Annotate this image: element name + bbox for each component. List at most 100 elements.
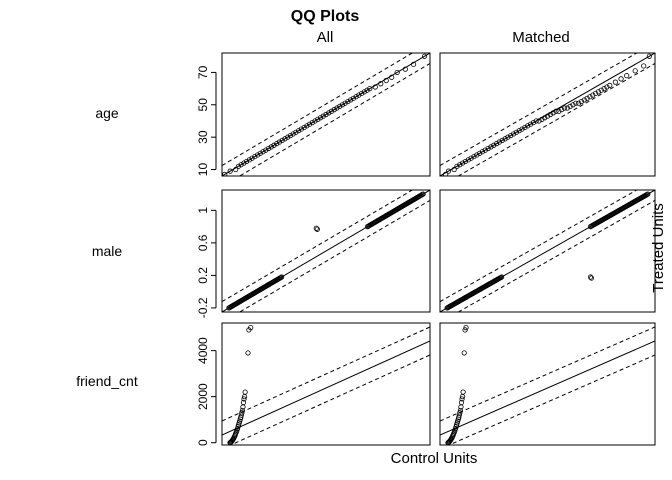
panel-male-all	[221, 189, 431, 313]
column-label-all: All	[317, 29, 334, 46]
qq-point	[296, 128, 302, 134]
upper-band-line	[222, 326, 430, 422]
qq-point	[479, 149, 486, 155]
qq-point	[246, 157, 252, 163]
qq-point	[556, 108, 562, 114]
qq-point	[461, 350, 467, 356]
qq-point	[519, 126, 525, 132]
y-tick-label-male: 0.2	[196, 267, 210, 284]
qq-point	[290, 131, 296, 137]
lower-band-line	[447, 354, 655, 445]
qq-point	[279, 137, 285, 143]
qq-point	[567, 103, 573, 110]
qq-point	[238, 162, 244, 168]
lower-band-line	[229, 354, 430, 445]
qq-point	[458, 399, 465, 406]
qq-point	[533, 118, 539, 124]
panel-friend_cnt-matched	[439, 322, 656, 446]
qq-point	[301, 124, 307, 131]
qq-point	[587, 94, 593, 100]
qq-point	[276, 139, 283, 145]
y-tick-label-age: 50	[196, 98, 210, 112]
qq-point	[525, 123, 531, 129]
qq-point	[367, 86, 373, 92]
qq-point	[632, 68, 638, 74]
qq-point	[536, 118, 542, 124]
qq-point	[420, 191, 426, 197]
qq-point	[252, 153, 258, 160]
panel-male-matched	[439, 189, 656, 313]
qq-point	[513, 129, 519, 135]
qq-point	[222, 171, 228, 176]
qq-point	[244, 158, 250, 165]
reference-lines	[440, 326, 655, 445]
qq-point	[460, 389, 466, 395]
y-tick-label-friend_cnt: 4000	[196, 337, 210, 364]
upper-band-line	[222, 53, 414, 166]
y-tick-label-male: 0.6	[196, 234, 210, 251]
qq-point	[456, 414, 462, 420]
qq-point	[358, 90, 365, 97]
qq-point	[502, 136, 508, 142]
x-axis-label: Control Units	[391, 450, 478, 467]
qq-point	[257, 150, 263, 156]
qq-point	[465, 157, 471, 163]
qq-point	[547, 111, 553, 118]
qq-point	[530, 119, 536, 126]
panel-age-matched	[439, 52, 656, 177]
qq-point	[361, 89, 367, 95]
qq-point	[394, 69, 400, 76]
qq-point	[383, 77, 389, 84]
qq-point	[601, 86, 607, 92]
panel-frame	[439, 322, 656, 446]
y-tick-label-male: -0.2	[196, 297, 210, 318]
qq-point	[443, 171, 449, 176]
panel-friend_cnt-all	[221, 322, 431, 446]
qq-point	[410, 61, 417, 67]
qq-point	[313, 225, 319, 231]
qq-point	[477, 150, 483, 156]
qq-point	[227, 168, 233, 174]
reference-lines	[440, 53, 655, 176]
qq-point	[456, 412, 462, 418]
qq-point	[345, 98, 351, 105]
panel-frame	[439, 52, 656, 177]
qq-point	[242, 389, 248, 395]
qq-point	[510, 131, 517, 137]
qq-point	[260, 149, 266, 155]
qq-point	[592, 90, 599, 97]
qq-point	[350, 95, 356, 101]
qq-point	[421, 53, 428, 59]
qq-point	[578, 98, 585, 105]
points	[443, 53, 652, 176]
qq-point	[312, 118, 318, 124]
qq-point	[587, 274, 594, 280]
identity-line	[222, 340, 430, 436]
qq-point	[356, 92, 362, 98]
reference-lines	[222, 326, 430, 445]
qq-point	[342, 100, 348, 106]
qq-point	[326, 110, 332, 116]
qq-point	[320, 113, 326, 119]
qq-point	[493, 141, 500, 147]
qq-point	[499, 137, 505, 143]
qq-point	[624, 73, 630, 79]
qq-point	[573, 100, 579, 106]
qq-point	[516, 128, 522, 134]
lower-band-line	[238, 63, 430, 176]
qq-point	[499, 274, 505, 280]
qq-point	[323, 111, 329, 118]
qq-point	[584, 95, 590, 101]
qq-point	[522, 124, 528, 131]
column-label-matched: Matched	[512, 29, 570, 46]
qq-point	[348, 97, 354, 103]
lower-band-line	[457, 199, 655, 312]
qq-point	[293, 129, 299, 135]
qq-point	[646, 53, 652, 59]
qq-point	[315, 116, 321, 122]
qq-point	[474, 152, 480, 158]
qq-point	[468, 155, 474, 161]
panel-frame	[221, 189, 431, 313]
qq-point	[612, 79, 618, 85]
